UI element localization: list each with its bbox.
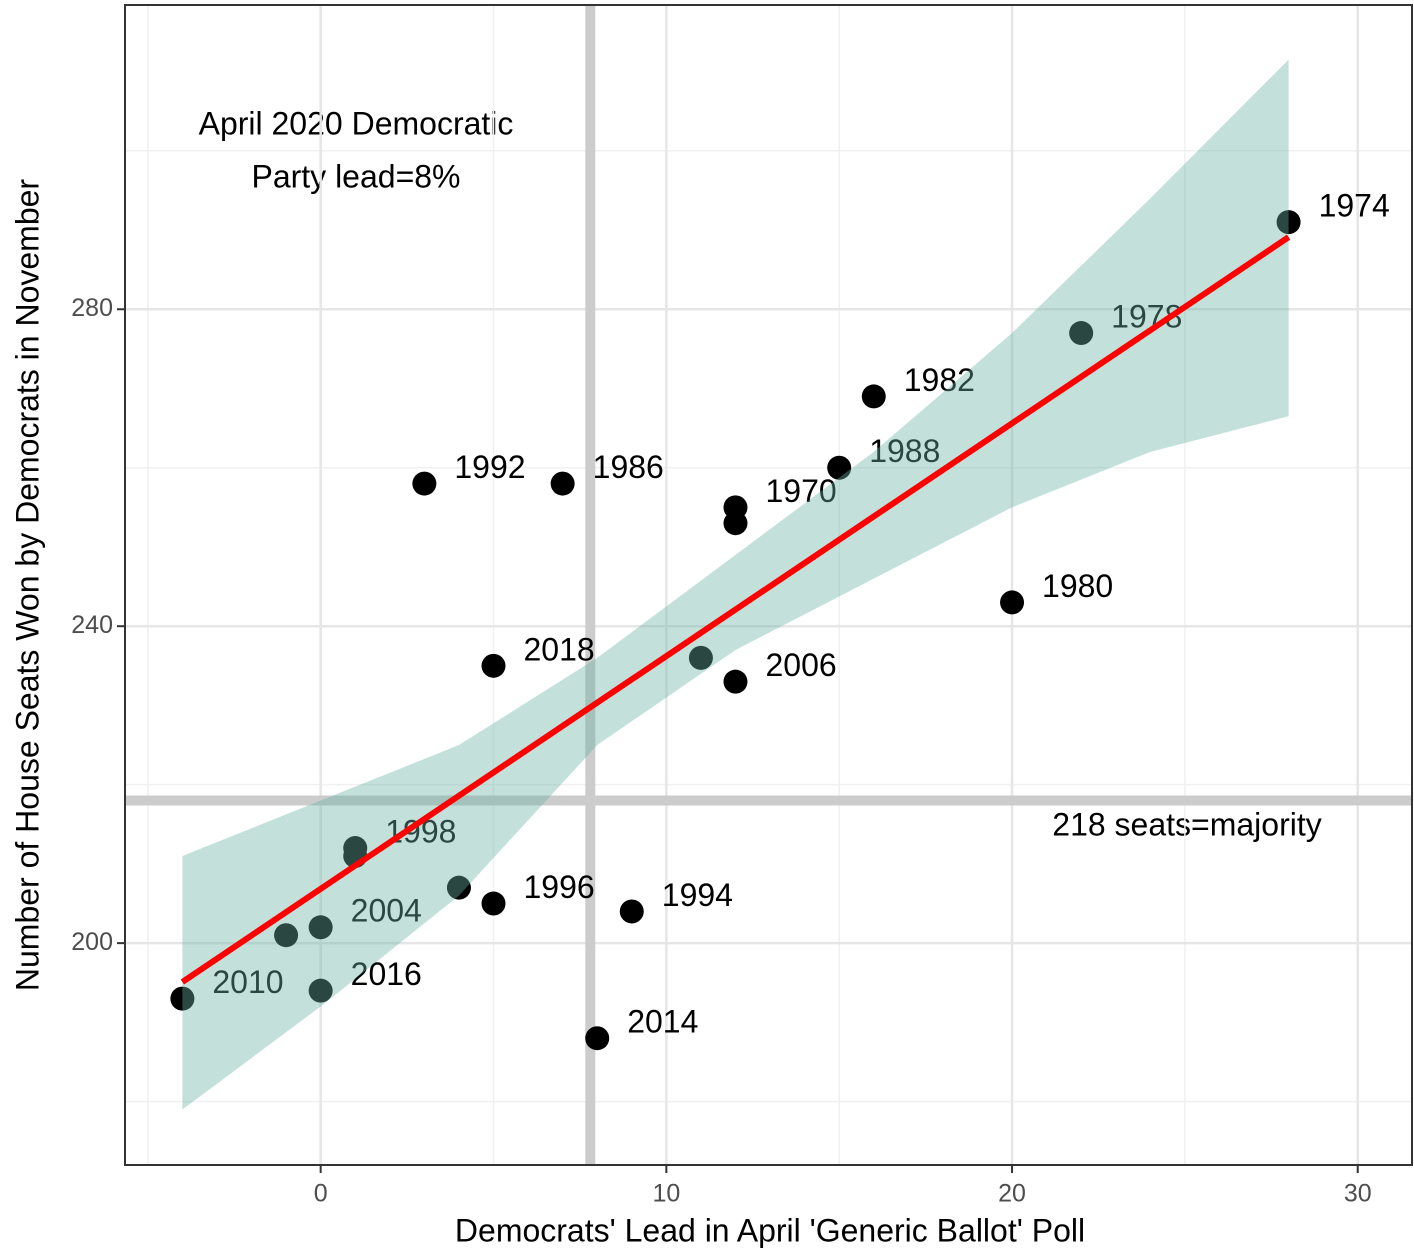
point-label: 2006	[765, 647, 836, 683]
point-label: 2014	[627, 1004, 698, 1040]
panel-border	[124, 4, 1413, 1166]
point	[308, 978, 333, 1003]
point	[412, 471, 437, 496]
x-tick-label: 20	[998, 1180, 1026, 1208]
point	[308, 915, 333, 940]
y-tick-label: 240	[71, 611, 113, 639]
point-label: 1970	[765, 473, 836, 509]
x-axis-title: Democrats' Lead in April 'Generic Ballot…	[455, 1212, 1085, 1248]
point-label: 1986	[593, 449, 664, 485]
point	[619, 899, 644, 924]
point	[723, 669, 748, 694]
fit-line	[180, 234, 1291, 985]
point-label: 1996	[524, 869, 595, 905]
point-label: 1994	[662, 877, 733, 913]
point	[1276, 210, 1301, 235]
y-tick-label: 200	[71, 928, 113, 956]
x-tick-label: 10	[652, 1180, 680, 1208]
point-label: 1980	[1042, 568, 1113, 604]
annotation: Party lead=8%	[251, 158, 460, 194]
confidence-band	[182, 59, 1289, 1110]
y-tick-label: 280	[71, 294, 113, 322]
x-tick-label: 0	[314, 1180, 328, 1208]
point-label: 1988	[869, 433, 940, 469]
point	[688, 645, 713, 670]
point	[1000, 590, 1025, 615]
point	[446, 875, 471, 900]
y-axis-title: Number of House Seats Won by Democrats i…	[9, 179, 45, 992]
point	[550, 471, 575, 496]
point-label: 2010	[212, 964, 283, 1000]
point-label: 2016	[351, 956, 422, 992]
point-label: 1974	[1319, 188, 1390, 224]
annotation: April 2020 Democratic	[199, 105, 514, 141]
annotation: 218 seats=majority	[1052, 806, 1321, 842]
point	[481, 891, 506, 916]
point-label: 2004	[351, 893, 422, 929]
point	[723, 511, 748, 536]
point-label: 2018	[524, 631, 595, 667]
point	[274, 923, 299, 948]
point	[585, 1026, 610, 1051]
point-label: 1992	[454, 449, 525, 485]
point	[861, 384, 886, 409]
point	[1069, 321, 1094, 346]
x-tick-label: 30	[1344, 1180, 1372, 1208]
point	[481, 653, 506, 678]
point	[827, 455, 852, 480]
point	[170, 986, 195, 1011]
point-label: 1982	[904, 362, 975, 398]
